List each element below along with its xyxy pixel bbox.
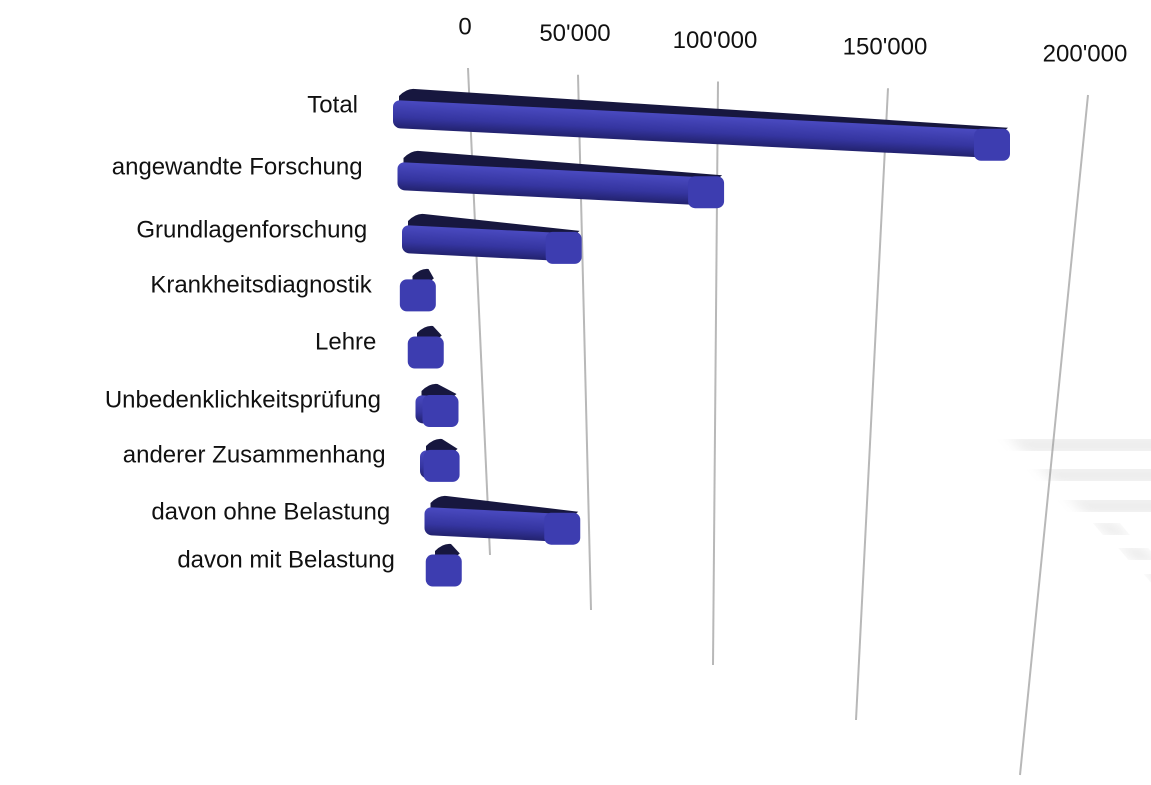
bar bbox=[393, 100, 1008, 159]
grid-line bbox=[712, 81, 719, 666]
y-tick-label: Unbedenklichkeitsprüfung bbox=[105, 386, 381, 413]
bar-end bbox=[974, 128, 1010, 161]
y-tick-label: Lehre bbox=[315, 328, 376, 355]
bar-end bbox=[399, 279, 436, 312]
bar bbox=[402, 225, 580, 262]
x-tick-label: 150'000 bbox=[843, 34, 928, 61]
y-tick-label: Grundlagenforschung bbox=[136, 216, 367, 243]
bar-top bbox=[399, 88, 1008, 133]
bar-end bbox=[688, 176, 725, 209]
bar-end bbox=[544, 512, 581, 545]
bar-end bbox=[423, 449, 460, 482]
x-tick-label: 50'000 bbox=[539, 20, 610, 47]
x-tick-label: 0 bbox=[458, 13, 471, 40]
y-tick-label: davon ohne Belastung bbox=[151, 498, 390, 525]
y-tick-label: davon mit Belastung bbox=[177, 546, 394, 573]
bar-shadow bbox=[1096, 524, 1127, 534]
grid-line bbox=[1019, 94, 1089, 776]
bar-end bbox=[407, 336, 444, 369]
y-tick-label: Krankheitsdiagnostik bbox=[150, 271, 372, 298]
bar-end bbox=[422, 395, 459, 428]
y-tick-label: anderer Zusammenhang bbox=[123, 441, 386, 468]
bar-end bbox=[545, 231, 582, 264]
bar-shadow bbox=[1072, 501, 1151, 511]
y-tick-label: angewandte Forschung bbox=[112, 153, 363, 180]
bar-shadow bbox=[1121, 549, 1151, 559]
x-tick-label: 100'000 bbox=[673, 27, 758, 54]
bar bbox=[397, 162, 723, 206]
x-tick-label: 200'000 bbox=[1043, 40, 1128, 67]
grid-line bbox=[467, 67, 491, 556]
bar-shadow bbox=[1012, 440, 1151, 450]
bar-top bbox=[403, 150, 723, 181]
bar bbox=[424, 507, 579, 543]
y-tick-label: Total bbox=[307, 91, 358, 118]
bar-end bbox=[425, 554, 462, 587]
bar-shadow bbox=[1041, 470, 1151, 480]
grid-line bbox=[855, 88, 889, 721]
